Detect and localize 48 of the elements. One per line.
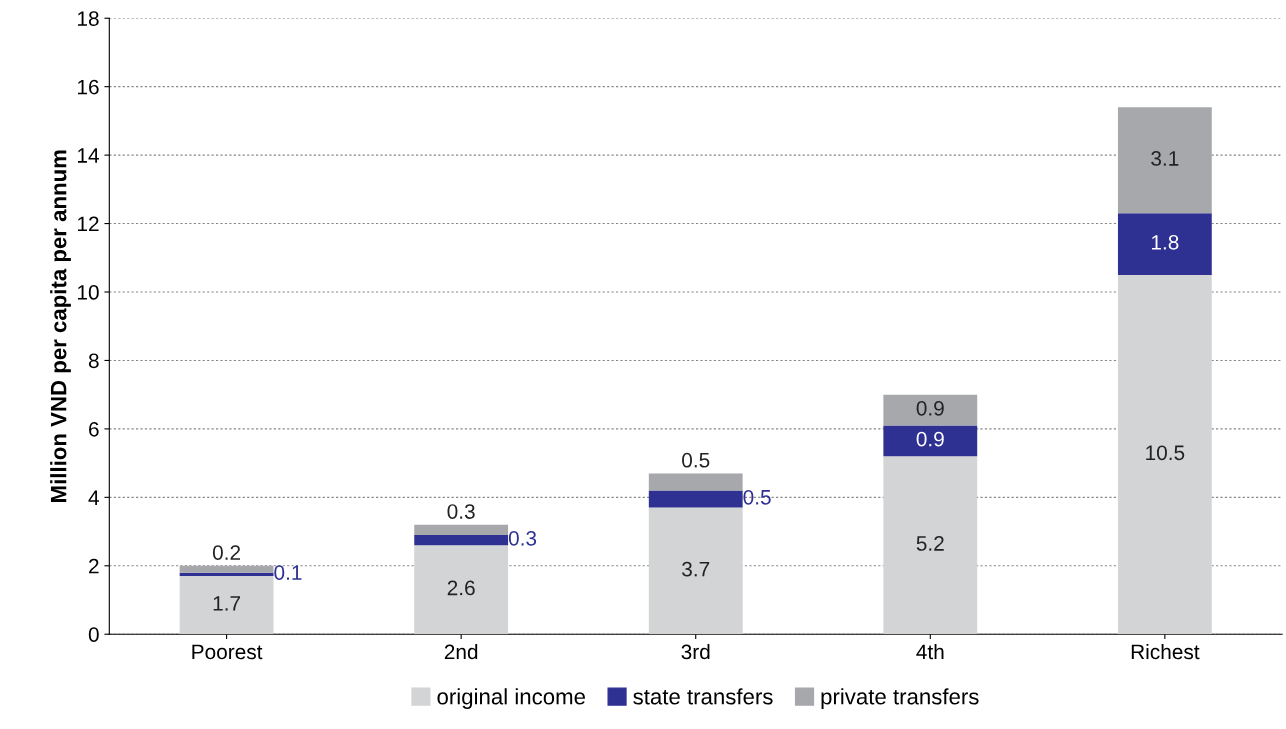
bar <box>1117 274 1212 635</box>
x-tick-label: 4th <box>916 643 944 660</box>
x-tick-label: 3rd <box>681 643 710 660</box>
data-label: 0.2 <box>212 545 241 560</box>
y-tick-label: 18 <box>78 11 99 26</box>
bar <box>414 524 509 535</box>
bar <box>414 534 509 546</box>
x-tick-label: Poorest <box>192 644 263 660</box>
data-label: 0.1 <box>274 565 302 580</box>
data-label: 3.7 <box>682 561 710 577</box>
bar <box>883 425 978 457</box>
y-tick-label: 10 <box>78 285 99 300</box>
bar <box>1117 213 1212 275</box>
data-label: 0.5 <box>682 452 710 468</box>
data-label: 10.5 <box>1146 445 1185 461</box>
x-tick-label: Richest <box>1131 643 1200 660</box>
data-label: 0.5 <box>743 489 771 505</box>
y-tick-label: 0 <box>88 627 99 642</box>
x-tick-label: 2nd <box>444 643 478 660</box>
data-label: 0.9 <box>916 400 944 416</box>
y-tick-label: 12 <box>78 216 99 232</box>
data-label: 0.3 <box>447 504 475 519</box>
data-label: 1.7 <box>213 596 241 611</box>
bar <box>179 576 274 635</box>
bar <box>648 490 743 508</box>
y-tick-label: 2 <box>89 558 99 574</box>
y-tick-label: 14 <box>78 148 99 163</box>
legend-label: original income <box>437 688 585 709</box>
legend-label: private transfers <box>821 688 979 709</box>
data-label: 0.3 <box>508 530 537 546</box>
y-tick-label: 4 <box>88 490 99 505</box>
bar <box>1117 107 1212 214</box>
bar <box>648 507 743 635</box>
bar <box>648 473 743 491</box>
y-tick-label: 8 <box>88 353 99 369</box>
data-label: 0.9 <box>916 431 944 447</box>
data-label: 5.2 <box>916 536 944 551</box>
y-tick-label: 16 <box>78 79 99 95</box>
data-label: 3.1 <box>1151 151 1179 166</box>
bar <box>883 456 978 635</box>
data-label: 2.6 <box>447 580 475 596</box>
y-axis-title: Million VND per capita per annum <box>50 150 71 502</box>
bar <box>883 394 978 426</box>
legend-label: state transfers <box>633 688 773 705</box>
bar <box>414 545 509 635</box>
y-tick-label: 6 <box>89 421 99 437</box>
data-label: 1.8 <box>1151 234 1179 250</box>
bar <box>179 565 274 573</box>
